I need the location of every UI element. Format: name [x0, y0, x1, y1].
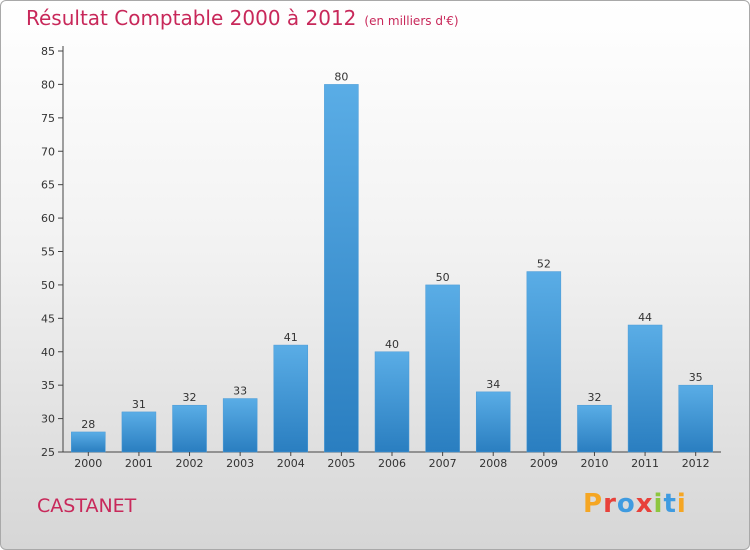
y-tick-label: 85 — [41, 45, 55, 58]
bar — [222, 398, 258, 453]
bar — [172, 404, 207, 453]
x-tick-label: 2005 — [327, 457, 355, 470]
bar-value-label: 41 — [284, 331, 298, 344]
x-tick-label: 2010 — [580, 457, 608, 470]
chart-subtitle: (en milliers d'€) — [364, 14, 459, 28]
bar — [526, 271, 562, 453]
x-tick-label: 2007 — [429, 457, 457, 470]
y-tick-label: 40 — [41, 346, 55, 359]
y-tick-label: 75 — [41, 112, 55, 125]
bar — [678, 384, 713, 453]
x-tick-label: 2011 — [631, 457, 659, 470]
y-tick-label: 35 — [41, 379, 55, 392]
bar — [425, 284, 460, 453]
bar-value-label: 40 — [385, 338, 399, 351]
commune-name: CASTANET — [37, 495, 137, 517]
x-tick-label: 2004 — [277, 457, 305, 470]
bar-value-label: 34 — [486, 378, 500, 391]
y-tick-label: 60 — [41, 212, 55, 225]
bar-value-label: 31 — [132, 398, 146, 411]
x-tick-label: 2003 — [226, 457, 254, 470]
x-tick-label: 2002 — [176, 457, 204, 470]
bar-value-label: 52 — [537, 258, 551, 271]
bar-value-label: 33 — [233, 385, 247, 398]
bar-value-label: 50 — [436, 271, 450, 284]
y-tick-label: 45 — [41, 312, 55, 325]
y-tick-label: 70 — [41, 145, 55, 158]
x-tick-label: 2008 — [479, 457, 507, 470]
x-tick-label: 2000 — [74, 457, 102, 470]
x-tick-label: 2001 — [125, 457, 153, 470]
x-tick-label: 2006 — [378, 457, 406, 470]
bar — [475, 391, 511, 453]
bar — [577, 404, 612, 453]
y-tick-label: 50 — [41, 279, 55, 292]
bar — [374, 351, 410, 453]
x-tick-label: 2012 — [682, 457, 710, 470]
proxiti-logo: Proxiti — [583, 489, 687, 519]
title-text: Résultat Comptable 2000 à 2012 — [26, 6, 357, 30]
bar-value-label: 80 — [334, 70, 348, 83]
bar-value-label: 35 — [689, 371, 703, 384]
y-tick-label: 25 — [41, 446, 55, 459]
bar — [273, 344, 309, 453]
y-tick-label: 30 — [41, 413, 55, 426]
y-tick-label: 80 — [41, 78, 55, 91]
chart-title: Résultat Comptable 2000 à 2012 (en millie… — [26, 6, 459, 30]
y-tick-label: 55 — [41, 246, 55, 259]
bar — [121, 411, 157, 453]
bar — [71, 431, 106, 453]
bar-value-label: 28 — [81, 418, 95, 431]
bar-value-label: 44 — [638, 311, 652, 324]
bar — [324, 84, 359, 453]
bar-value-label: 32 — [183, 391, 197, 404]
bar-value-label: 32 — [587, 391, 601, 404]
bar — [627, 324, 663, 453]
x-tick-label: 2009 — [530, 457, 558, 470]
y-tick-label: 65 — [41, 179, 55, 192]
